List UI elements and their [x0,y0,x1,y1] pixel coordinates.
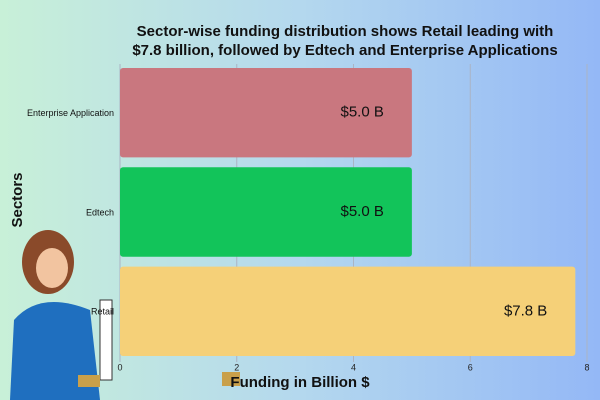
x-axis-label: Funding in Billion $ [230,374,370,391]
bar [120,67,412,158]
y-axis-label: Sectors [9,172,26,227]
y-tick-label: Edtech [86,207,114,217]
x-tick-label: 4 [351,362,356,372]
value-label: $7.8 B [504,302,547,319]
x-tick-label: 8 [584,362,589,372]
illustration [10,230,240,400]
x-tick-label: 0 [117,362,122,372]
value-label: $5.0 B [341,104,384,121]
x-tick-label: 2 [234,362,239,372]
x-tick-label: 6 [468,362,473,372]
y-tick-label: Enterprise Application [27,108,114,118]
chart-title: Sector-wise funding distribution shows R… [132,23,558,59]
value-label: $5.0 B [341,203,384,220]
y-tick-label: Retail [91,307,114,317]
bar [120,266,576,357]
bar [120,167,412,257]
